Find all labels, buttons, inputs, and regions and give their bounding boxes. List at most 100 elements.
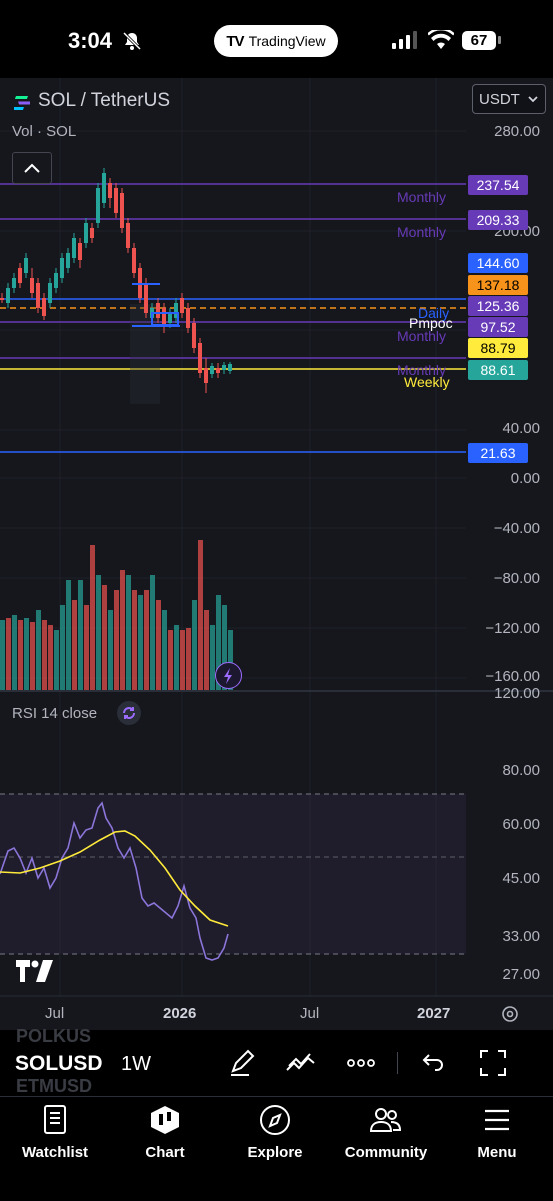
tab-label: Menu <box>477 1144 517 1161</box>
volume-bar <box>186 628 191 690</box>
price-tag: 88.61 <box>468 360 528 380</box>
volume-bar <box>24 618 29 690</box>
currency-selector[interactable]: USDT <box>472 84 546 114</box>
candle-body <box>48 283 52 303</box>
price-axis-label: −160.00 <box>485 668 540 685</box>
candle-body <box>12 278 16 288</box>
rsi-axis-label: 120.00 <box>494 685 540 702</box>
gear-icon[interactable] <box>500 1004 520 1029</box>
volume-bar <box>42 620 47 690</box>
zone-box <box>151 312 179 326</box>
rsi-band <box>0 794 466 954</box>
candle-body <box>192 323 196 348</box>
candle-body <box>6 288 10 303</box>
volume-bar <box>162 610 167 690</box>
price-candles <box>0 168 232 393</box>
volume-bar <box>6 618 11 690</box>
pmpoc-level-label: Pmpoc <box>409 315 453 331</box>
time-axis-label: Jul <box>300 1005 320 1022</box>
candle-body <box>78 243 82 260</box>
time-axis-label: 2026 <box>163 1005 197 1022</box>
tradingview-logo-icon: TV <box>226 32 244 50</box>
candle-body <box>60 258 64 278</box>
more-icon[interactable] <box>344 1046 378 1080</box>
fullscreen-icon[interactable] <box>476 1046 510 1080</box>
volume-bar <box>96 575 101 690</box>
tab-explore[interactable]: Explore <box>220 1104 330 1161</box>
candle-body <box>90 228 94 238</box>
lightning-icon <box>224 668 232 684</box>
volume-bar <box>222 605 227 690</box>
tradingview-pill-label: TradingView <box>248 33 326 49</box>
candle-body <box>144 283 148 313</box>
tab-chart[interactable]: Chart <box>110 1104 220 1161</box>
candle-body <box>54 273 58 288</box>
compass-icon <box>220 1104 330 1136</box>
volume-bar <box>102 585 107 690</box>
watchlist-icon <box>0 1104 110 1136</box>
volume-bar <box>150 575 155 690</box>
chart-panel[interactable] <box>0 78 553 1030</box>
volume-bar <box>90 545 95 690</box>
indicators-icon[interactable] <box>284 1046 318 1080</box>
candle-body <box>42 298 46 316</box>
candle-body <box>228 364 232 371</box>
volume-indicator-label[interactable]: Vol · SOL <box>12 123 77 140</box>
candle-body <box>108 183 112 198</box>
tab-label: Chart <box>145 1144 185 1161</box>
community-icon <box>331 1104 441 1136</box>
candle-body <box>36 283 40 308</box>
interval-button[interactable]: 1W <box>121 1053 151 1075</box>
tab-menu[interactable]: Menu <box>442 1104 552 1161</box>
volume-bar <box>198 540 203 690</box>
monthly-level-label: Monthly <box>397 362 447 378</box>
volume-bar <box>108 610 113 690</box>
candle-body <box>162 308 166 326</box>
chart-canvas[interactable] <box>0 78 553 1030</box>
tab-label: Watchlist <box>21 1144 89 1161</box>
volume-bar <box>156 600 161 690</box>
candle-body <box>168 313 172 323</box>
chevron-down-icon <box>527 91 539 111</box>
volume-bar <box>72 600 77 690</box>
price-tag: 209.33 <box>468 210 528 230</box>
rsi-axis-label: 80.00 <box>502 762 540 779</box>
menu-icon <box>442 1104 552 1136</box>
grid-lines <box>0 78 466 996</box>
rsi-axis-label: 60.00 <box>502 816 540 833</box>
tab-watchlist[interactable]: Watchlist <box>0 1104 110 1161</box>
rsi-ma-line <box>0 830 229 927</box>
time-axis-label: 2027 <box>417 1005 451 1022</box>
volume-bar <box>126 575 131 690</box>
volume-bar <box>48 625 53 690</box>
price-axis-label: 0.00 <box>510 470 540 487</box>
tradingview-watermark-icon <box>16 960 54 987</box>
candle-body <box>0 298 4 300</box>
candle-body <box>180 298 184 313</box>
candle-body <box>96 188 100 223</box>
collapse-legend-button[interactable] <box>12 152 52 184</box>
price-tag: 144.60 <box>468 253 528 273</box>
pen-icon[interactable] <box>226 1046 260 1080</box>
volume-bar <box>18 620 23 690</box>
volume-bar <box>144 590 149 690</box>
tab-community[interactable]: Community <box>331 1104 441 1161</box>
refresh-icon[interactable] <box>117 701 141 725</box>
volume-bar <box>204 610 209 690</box>
quick-trade-button[interactable] <box>215 662 242 689</box>
price-tag: 88.79 <box>468 338 528 358</box>
volume-bar <box>66 580 71 690</box>
tradingview-pill[interactable]: TV TradingView <box>214 25 338 57</box>
price-axis-label: 40.00 <box>502 420 540 437</box>
symbol-button[interactable]: SOLUSD <box>15 1052 103 1075</box>
candle-body <box>210 366 214 374</box>
battery-level: 67 <box>462 31 496 50</box>
rsi-indicator-label[interactable]: RSI 14 close <box>12 705 98 722</box>
toolbar-divider <box>397 1052 398 1074</box>
volume-bar <box>180 630 185 690</box>
undo-icon[interactable] <box>416 1046 450 1080</box>
volume-bar <box>78 580 83 690</box>
ghost-symbol-below: ETMUSD <box>16 1076 92 1096</box>
wifi-icon <box>427 27 455 55</box>
price-axis-label: −120.00 <box>485 620 540 637</box>
